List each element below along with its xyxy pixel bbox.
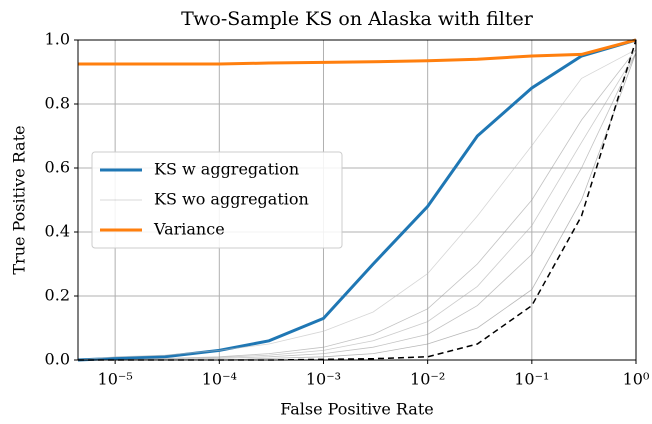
legend-label: KS w aggregation (154, 160, 299, 179)
x-tick-label: 10⁻³ (306, 370, 341, 389)
series-line (78, 38, 637, 66)
y-tick-label: 0.2 (45, 286, 70, 305)
x-tick-label: 10⁻¹ (514, 370, 549, 389)
y-tick-label: 0.4 (45, 222, 70, 241)
x-tick-label: 10⁻⁴ (202, 370, 237, 389)
plot-frame (77, 39, 637, 361)
series-line (77, 49, 637, 361)
series-line (78, 52, 637, 361)
series-line (78, 49, 637, 361)
x-tick-label: 10⁻⁵ (98, 370, 133, 389)
y-tick-label: 0.6 (45, 158, 70, 177)
y-tick-label: 0.8 (45, 94, 70, 113)
legend-label: KS wo aggregation (154, 190, 309, 209)
y-tick-label: 0.0 (45, 350, 70, 369)
x-tick-label: 10⁻² (410, 370, 445, 389)
y-axis-label: True Positive Rate (10, 125, 29, 274)
x-axis-label: False Positive Rate (280, 400, 434, 419)
x-tick-label: 10⁰ (623, 370, 650, 389)
chart-title: Two-Sample KS on Alaska with filter (181, 8, 534, 30)
legend-box (91, 151, 343, 249)
legend-label: Variance (153, 220, 225, 239)
series-line (77, 38, 637, 362)
y-tick-label: 1.0 (45, 30, 70, 49)
series-line (78, 39, 637, 361)
